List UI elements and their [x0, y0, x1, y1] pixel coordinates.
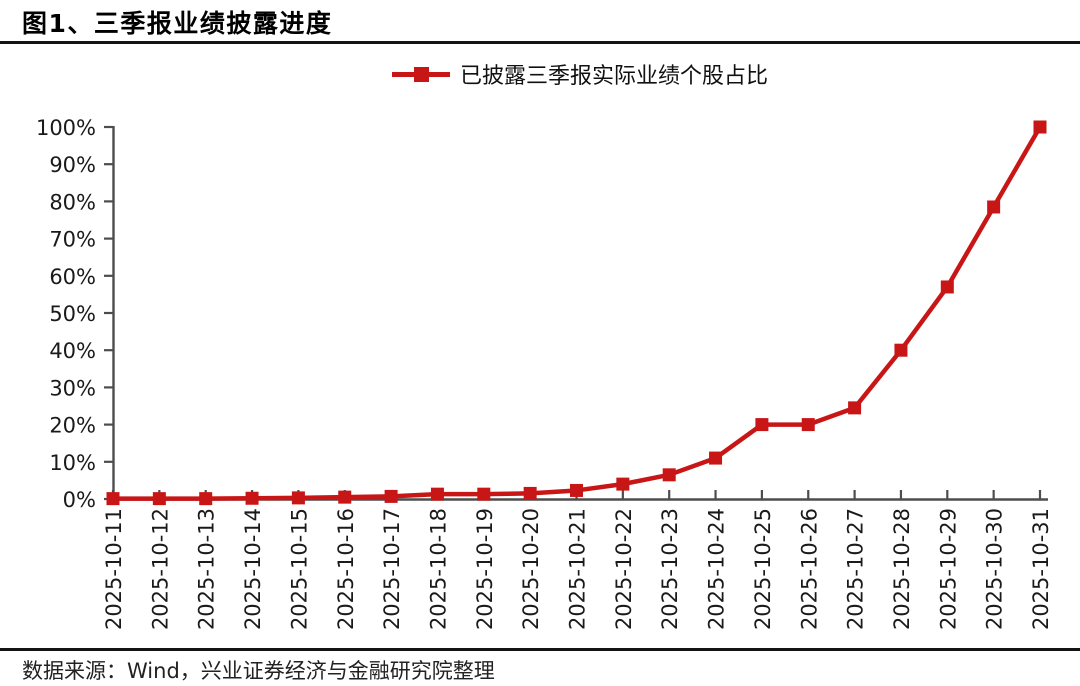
- x-tick-label: 2025-10-24: [705, 508, 729, 630]
- x-tick-label: 2025-10-16: [334, 508, 358, 630]
- data-point-marker: [570, 483, 583, 497]
- data-point-marker: [245, 491, 259, 505]
- x-tick-label: 2025-10-22: [612, 508, 636, 630]
- legend-label: 已披露三季报实际业绩个股占比: [459, 64, 768, 89]
- data-point-marker: [338, 490, 352, 504]
- x-tick-label: 2025-10-14: [241, 508, 265, 630]
- y-tick-label: 70%: [49, 228, 96, 252]
- data-point-marker: [662, 468, 676, 482]
- data-point-marker: [848, 401, 862, 415]
- data-point-marker: [755, 418, 769, 432]
- data-point-marker: [940, 280, 954, 294]
- footer-divider: [0, 648, 1080, 651]
- x-tick-label: 2025-10-15: [287, 508, 311, 630]
- x-tick-label: 2025-10-11: [102, 508, 126, 630]
- title-divider: [0, 41, 1080, 44]
- x-tick-label: 2025-10-26: [797, 508, 821, 630]
- data-point-marker: [616, 477, 630, 491]
- data-point-marker: [709, 451, 723, 465]
- y-tick-label: 50%: [49, 302, 96, 326]
- x-tick-label: 2025-10-18: [426, 508, 450, 630]
- x-tick-label: 2025-10-31: [1029, 508, 1053, 630]
- x-tick-label: 2025-10-21: [566, 508, 590, 630]
- y-tick-label: 20%: [49, 414, 96, 438]
- chart-legend: 已披露三季报实际业绩个股占比: [113, 60, 1047, 89]
- x-tick-label: 2025-10-25: [751, 508, 775, 630]
- x-tick-label: 2025-10-27: [844, 508, 868, 630]
- x-tick-label: 2025-10-20: [519, 508, 543, 630]
- legend-line-marker-icon: [391, 66, 450, 82]
- data-point-marker: [384, 489, 398, 503]
- x-tick-label: 2025-10-12: [148, 508, 172, 630]
- y-tick-label: 100%: [36, 116, 96, 140]
- x-tick-label: 2025-10-30: [983, 508, 1007, 630]
- x-tick-label: 2025-10-28: [890, 508, 914, 630]
- figure-title: 图1、三季报业绩披露进度: [22, 9, 333, 38]
- data-point-marker: [894, 343, 908, 357]
- data-point-marker: [987, 200, 1001, 214]
- data-point-marker: [477, 487, 491, 501]
- y-tick-label: 80%: [49, 190, 96, 214]
- y-tick-label: 10%: [49, 451, 96, 475]
- y-tick-label: 30%: [49, 376, 96, 400]
- data-point-marker: [801, 418, 815, 432]
- x-tick-label: 2025-10-13: [195, 508, 219, 630]
- x-tick-label: 2025-10-29: [936, 508, 960, 630]
- data-point-marker: [523, 486, 537, 500]
- x-tick-label: 2025-10-23: [658, 508, 682, 630]
- data-point-marker: [199, 492, 213, 506]
- data-point-marker: [1033, 120, 1047, 134]
- y-tick-label: 90%: [49, 153, 96, 177]
- data-point-marker: [430, 487, 444, 501]
- data-point-marker: [291, 491, 305, 505]
- data-point-marker: [152, 492, 166, 506]
- series-line: [110, 124, 1043, 501]
- legend-square-marker: [413, 66, 429, 82]
- y-tick-label: 0%: [63, 488, 96, 512]
- data-point-marker: [106, 492, 120, 506]
- x-tick-label: 2025-10-19: [473, 508, 497, 630]
- y-tick-label: 60%: [49, 265, 96, 289]
- y-tick-label: 40%: [49, 339, 96, 363]
- x-tick-label: 2025-10-17: [380, 508, 404, 630]
- source-note: 数据来源：Wind，兴业证券经济与金融研究院整理: [22, 659, 495, 683]
